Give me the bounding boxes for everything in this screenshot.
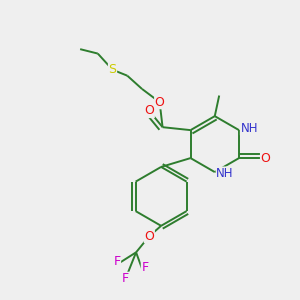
- Text: O: O: [144, 104, 154, 118]
- Text: O: O: [155, 96, 165, 109]
- Text: F: F: [113, 255, 121, 268]
- Text: S: S: [109, 63, 116, 76]
- Text: F: F: [141, 260, 148, 274]
- Text: NH: NH: [241, 122, 258, 135]
- Text: F: F: [122, 272, 129, 285]
- Text: O: O: [261, 152, 270, 165]
- Text: O: O: [144, 230, 154, 243]
- Text: NH: NH: [216, 167, 234, 180]
